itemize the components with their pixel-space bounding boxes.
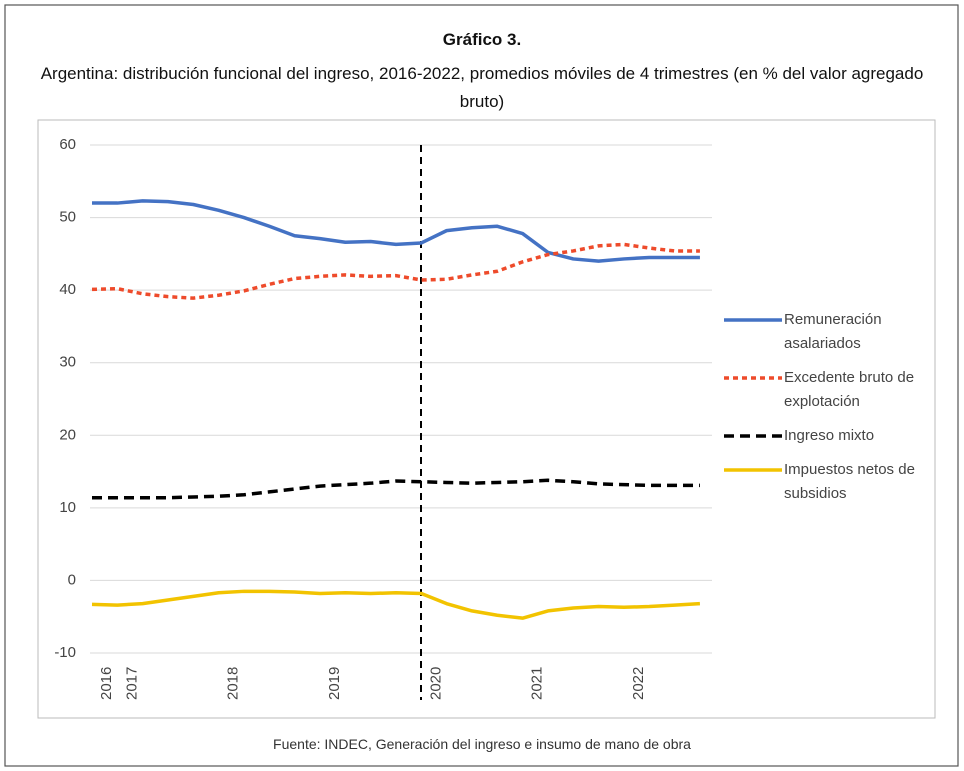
x-tick-label: 2018: [225, 667, 242, 700]
legend-item: Impuestos netos de subsidios: [722, 458, 932, 506]
legend-swatch: [724, 434, 782, 438]
legend-label: Remuneración asalariados: [784, 311, 882, 352]
legend-label: Impuestos netos de subsidios: [784, 461, 915, 502]
source: Fuente: INDEC, Generación del ingreso e …: [273, 736, 691, 752]
legend-item: Ingreso mixto: [722, 424, 932, 448]
y-tick-label: 60: [59, 136, 76, 153]
x-tick-label: 2022: [630, 667, 647, 700]
legend-label: Ingreso mixto: [784, 427, 875, 444]
series-line: [91, 589, 701, 620]
chart-subtitle: Argentina: distribución funcional del in…: [40, 64, 924, 111]
legend-item: Excedente bruto de explotación: [722, 366, 932, 414]
x-tick-label: 2017: [123, 667, 140, 700]
y-tick-label: 50: [59, 209, 76, 226]
chart-title: Gráfico 3.: [442, 30, 522, 49]
legend: Remuneración asalariados Excedente bruto …: [722, 308, 932, 516]
y-tick-label: 0: [68, 571, 76, 588]
y-tick-label: -10: [54, 644, 76, 661]
legend-swatch: [724, 468, 782, 472]
outer-frame: [4, 4, 959, 767]
y-tick-label: 40: [59, 281, 76, 298]
y-tick-label: 30: [59, 354, 76, 371]
x-tick-label: 2019: [326, 667, 343, 700]
x-tick-label: 2016: [98, 667, 115, 700]
y-tick-label: 10: [59, 499, 76, 516]
y-tick-label: 20: [59, 426, 76, 443]
plot-frame: [37, 119, 936, 719]
series-line: [92, 199, 700, 263]
legend-swatch: [724, 376, 782, 380]
x-tick-label: 2020: [427, 667, 444, 700]
legend-swatch: [724, 318, 782, 322]
legend-item: Remuneración asalariados: [722, 308, 932, 356]
legend-label: Excedente bruto de explotación: [784, 369, 915, 410]
x-tick-label: 2021: [529, 667, 546, 700]
series-line: [91, 242, 700, 300]
series-line: [92, 478, 700, 500]
